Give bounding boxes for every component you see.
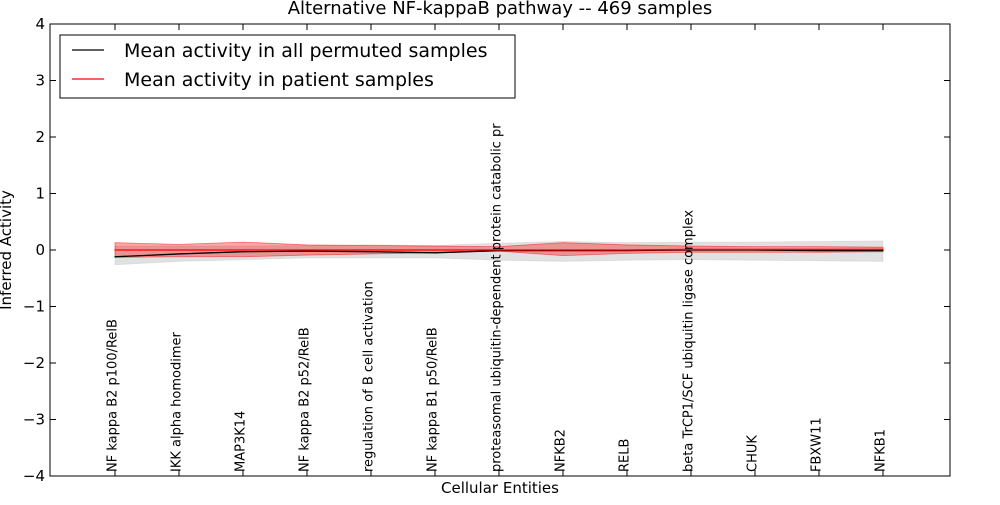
category-label: proteasomal ubiquitin-dependent protein … (490, 123, 505, 472)
category-label: NF kappa B2 p52/RelB (298, 327, 313, 472)
data-point (626, 249, 628, 251)
y-tick-label: 0 (35, 241, 45, 259)
data-point (178, 253, 180, 255)
category-label: beta TrCP1/SCF ubiquitin ligase complex (682, 210, 697, 472)
data-point (114, 256, 116, 258)
category-label: regulation of B cell activation (362, 281, 377, 472)
category-label: IKK alpha homodimer (170, 331, 185, 472)
data-point (882, 249, 884, 252)
data-point (434, 252, 436, 254)
data-point (690, 248, 692, 251)
data-point (242, 249, 244, 251)
y-axis-ticks: 4 3 2 1 0 −1 −2 −3 −4 (23, 15, 950, 485)
data-point (882, 248, 884, 251)
data-point (306, 249, 308, 251)
legend-label-patient: Mean activity in patient samples (124, 69, 434, 91)
data-point (562, 249, 564, 251)
data-point (818, 249, 820, 252)
category-label: NFKB1 (874, 429, 889, 472)
y-tick-label: −3 (23, 411, 45, 429)
data-point (178, 249, 180, 251)
category-label: RELB (618, 439, 633, 472)
data-point (754, 248, 756, 251)
lines-layer (114, 248, 884, 258)
category-label: NF kappa B1 p50/RelB (426, 327, 441, 472)
category-label: CHUK (746, 435, 761, 472)
data-point (306, 250, 308, 252)
data-point (818, 248, 820, 251)
data-point (498, 249, 500, 251)
y-tick-label: −1 (23, 298, 45, 316)
x-axis-label: Cellular Entities (441, 479, 559, 497)
y-tick-label: −2 (23, 354, 45, 372)
y-tick-label: 1 (35, 185, 45, 203)
y-tick-label: 4 (35, 15, 45, 33)
y-tick-label: −4 (23, 467, 45, 485)
category-labels: NF kappa B2 p100/RelB IKK alpha homodimer… (106, 123, 889, 472)
legend: Mean activity in all permuted samples Me… (59, 34, 516, 99)
category-label: NFKB2 (554, 429, 569, 472)
y-tick-label: 2 (35, 128, 45, 146)
chart-title: Alternative NF-kappaB pathway -- 469 sam… (288, 0, 713, 19)
category-label: NF kappa B2 p100/RelB (106, 319, 121, 472)
data-point (370, 249, 372, 251)
y-axis-label: Inferred Activity (0, 190, 15, 310)
data-point (114, 249, 116, 251)
y-tick-label: 3 (35, 72, 45, 90)
legend-box (59, 34, 516, 99)
data-point (370, 251, 372, 253)
band-permuted (114, 240, 884, 266)
category-label: MAP3K14 (234, 411, 249, 472)
data-point (434, 249, 436, 251)
category-label: FBXW11 (810, 417, 825, 472)
data-point (242, 251, 244, 253)
legend-label-permuted: Mean activity in all permuted samples (124, 40, 487, 62)
